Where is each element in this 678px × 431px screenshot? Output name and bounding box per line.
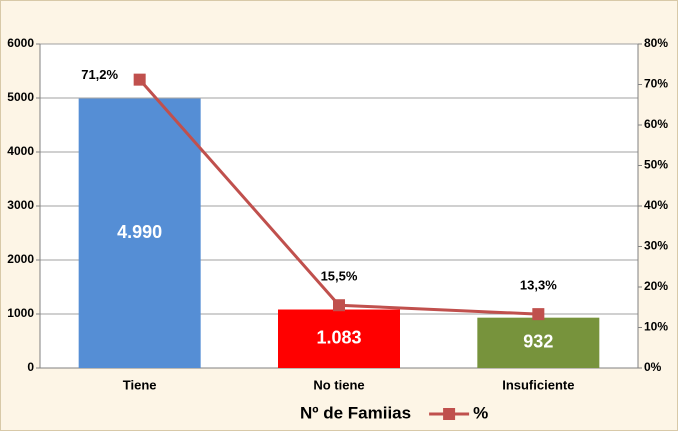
line-marker — [532, 308, 545, 321]
line-value-label: 15,5% — [321, 269, 358, 284]
legend-marker — [443, 408, 456, 420]
bar-value-label: 1.083 — [316, 328, 361, 348]
bar — [278, 309, 400, 368]
line-marker — [133, 73, 146, 86]
y2-tick-label: 50% — [644, 158, 668, 172]
y-tick-label: 4000 — [7, 144, 34, 158]
y-tick-label: 5000 — [7, 90, 34, 104]
line-marker — [333, 299, 345, 312]
legend-label: % — [473, 403, 488, 422]
y-tick-label: 2000 — [7, 252, 34, 266]
legend-label: Nº de Famiias — [300, 403, 411, 422]
line-value-label: 71,2% — [81, 67, 118, 82]
y-tick-label: 3000 — [7, 198, 34, 212]
y2-tick-label: 20% — [644, 279, 668, 293]
y2-tick-label: 60% — [644, 117, 668, 131]
line-value-label: 13,3% — [520, 278, 557, 293]
y2-tick-label: 10% — [644, 320, 668, 334]
bar — [78, 98, 201, 368]
bar-value-label: 4.990 — [117, 222, 162, 242]
x-tick-label: No tiene — [313, 377, 364, 392]
bar — [477, 317, 600, 368]
y-tick-label: 1000 — [7, 306, 34, 320]
y2-tick-label: 70% — [644, 77, 668, 91]
y2-tick-label: 40% — [644, 198, 668, 212]
y2-tick-label: 0% — [644, 360, 662, 374]
x-tick-label: Insuficiente — [502, 377, 574, 392]
y2-tick-label: 80% — [644, 36, 668, 50]
y-tick-label: 6000 — [7, 36, 34, 50]
y-tick-label: 0 — [27, 360, 34, 374]
x-tick-label: Tiene — [123, 377, 157, 392]
y2-tick-label: 30% — [644, 239, 668, 253]
bar-value-label: 932 — [523, 332, 553, 352]
